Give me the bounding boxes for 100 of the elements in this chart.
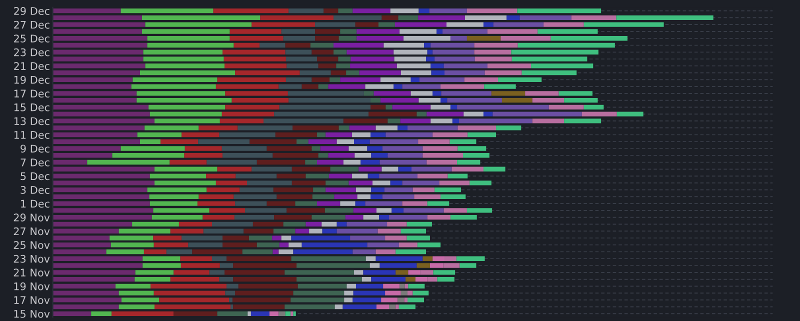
bar (170, 276, 220, 282)
bar (154, 180, 216, 186)
bar (229, 298, 232, 302)
bar (380, 160, 427, 165)
bar (498, 77, 542, 82)
bar (144, 249, 166, 254)
bar (584, 22, 664, 27)
y-tick-label: 17 Nov (14, 296, 50, 304)
bar (142, 256, 180, 261)
bar (150, 284, 227, 289)
bar (52, 118, 155, 124)
bar (52, 22, 146, 27)
bar (386, 132, 433, 138)
bar (233, 304, 285, 310)
bar (383, 284, 400, 289)
bar (402, 84, 441, 89)
bar (411, 166, 452, 172)
bar (222, 112, 274, 116)
bar (222, 146, 267, 151)
bar (318, 153, 328, 158)
bar (154, 166, 218, 172)
bar (235, 201, 267, 206)
bar (381, 298, 398, 302)
bar (444, 208, 467, 213)
bar (452, 118, 460, 124)
bar (426, 112, 464, 116)
bar (312, 194, 334, 200)
bar (525, 91, 559, 96)
bar (616, 112, 644, 116)
bar (52, 201, 150, 206)
bar (131, 84, 216, 89)
bar (52, 98, 137, 103)
bar (286, 77, 312, 82)
bar (52, 311, 92, 316)
bar (286, 56, 318, 62)
bar (272, 153, 318, 158)
bar (52, 249, 106, 254)
bar (328, 153, 355, 158)
bar (230, 304, 234, 310)
bar (429, 8, 467, 14)
bar (427, 214, 450, 220)
bar (209, 270, 225, 275)
bar (285, 42, 310, 48)
bar (112, 153, 184, 158)
bar (459, 118, 532, 124)
bar (212, 256, 227, 261)
bar (120, 8, 214, 14)
bar (354, 139, 370, 144)
bar (279, 104, 371, 110)
bar (370, 194, 382, 200)
bar (306, 174, 329, 178)
bar (252, 222, 284, 227)
bar (388, 118, 400, 124)
bar (396, 249, 426, 254)
bar (224, 56, 286, 62)
bar (415, 276, 428, 282)
bar (234, 42, 260, 48)
bar (305, 160, 318, 165)
bar (219, 132, 276, 138)
bar (474, 50, 512, 54)
bar (284, 270, 354, 275)
bar (180, 256, 212, 261)
bar (154, 242, 188, 248)
bar (220, 118, 264, 124)
bar (334, 194, 358, 200)
y-tick-label: 29 Nov (14, 214, 50, 222)
bar (446, 22, 484, 27)
bar (149, 194, 199, 200)
bar (367, 242, 399, 248)
bar (538, 29, 598, 34)
bar (450, 139, 476, 144)
bar (310, 42, 334, 48)
bar (406, 222, 432, 227)
bar (338, 56, 351, 62)
bar (531, 64, 594, 68)
bar (290, 311, 294, 316)
bar (334, 50, 347, 54)
bar (230, 29, 282, 34)
bar (404, 208, 444, 213)
bar (406, 276, 416, 282)
bar (402, 201, 428, 206)
bar (365, 201, 402, 206)
bar (532, 118, 564, 124)
bar (434, 187, 462, 192)
bar (224, 270, 285, 275)
bar (312, 146, 320, 151)
bar (235, 70, 300, 76)
bar (52, 153, 112, 158)
bar (431, 70, 445, 76)
bar (444, 64, 488, 68)
bar (460, 263, 476, 268)
bar (564, 118, 602, 124)
bar (291, 236, 350, 240)
bar (338, 36, 357, 41)
y-tick-label: 15 Dec (14, 104, 50, 112)
y-tick-label: 5 Dec (20, 172, 50, 180)
bar (212, 222, 253, 227)
bar (324, 208, 354, 213)
bar (483, 22, 494, 27)
bar (474, 42, 518, 48)
